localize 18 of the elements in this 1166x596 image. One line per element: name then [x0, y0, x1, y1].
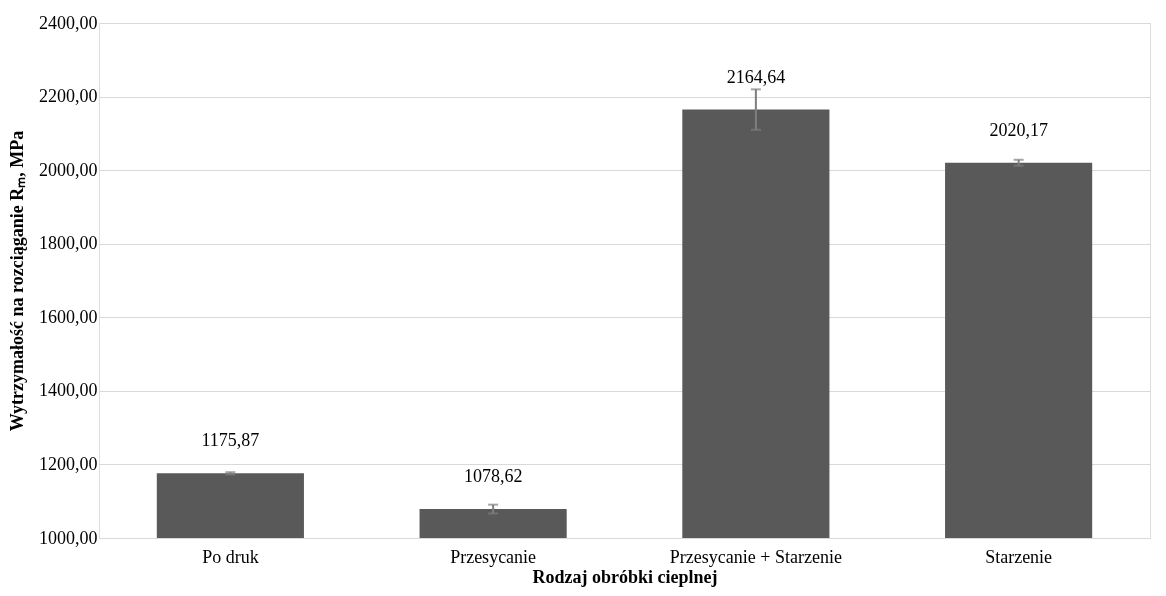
data-label: 1078,62 [463, 466, 523, 487]
y-tick-label: 2000,00 [39, 159, 98, 180]
y-tick-label: 1800,00 [39, 233, 98, 254]
y-tick-label: 2200,00 [39, 86, 98, 107]
y-axis-title: Wytrzymałość na rozciąganie Rₘ, MPa [7, 130, 27, 432]
x-tick-label: Po druk [202, 546, 259, 567]
x-tick-label: Przesycanie [450, 546, 537, 567]
x-tick-label: Przesycanie + Starzenie [669, 546, 842, 567]
data-label: 2020,17 [989, 119, 1048, 140]
y-tick-label: 1400,00 [39, 380, 98, 401]
y-tick-label: 1600,00 [39, 306, 98, 327]
data-label: 2164,64 [726, 66, 786, 87]
y-tick-label: 2400,00 [39, 12, 98, 33]
x-tick-label: Starzenie [985, 546, 1053, 567]
y-tick-label: 1000,00 [39, 527, 98, 548]
y-tick-label: 1200,00 [39, 453, 98, 474]
data-label: 1175,87 [201, 430, 260, 451]
x-axis-title: Rodzaj obróbki cieplnej [532, 566, 718, 587]
